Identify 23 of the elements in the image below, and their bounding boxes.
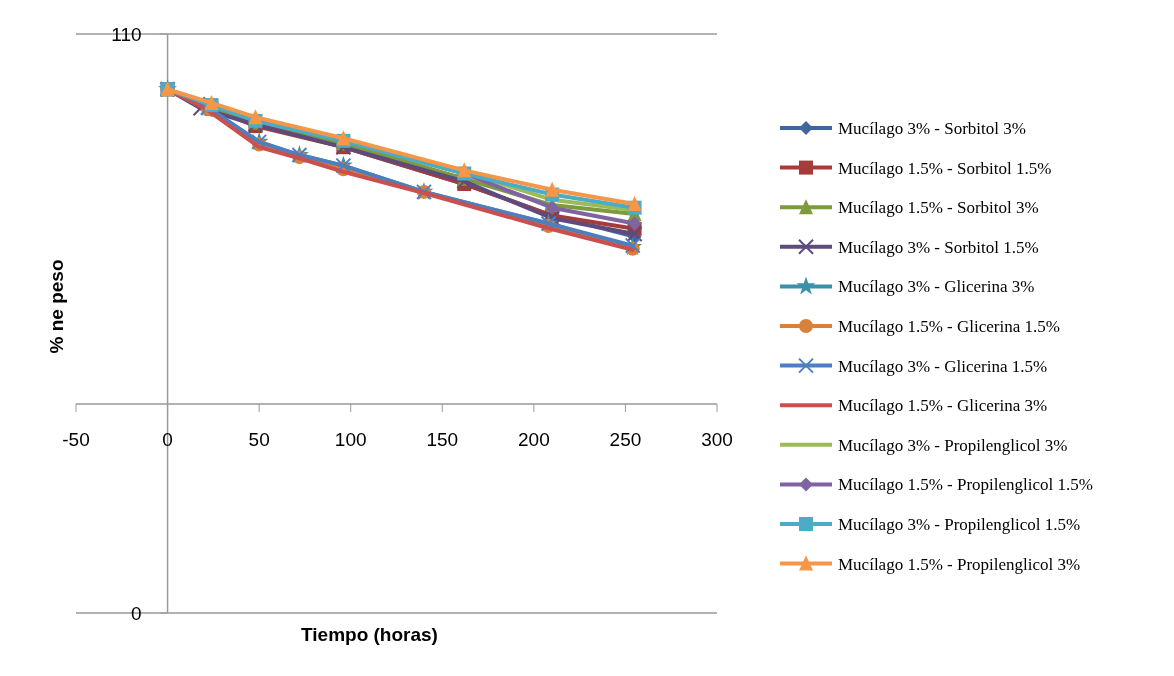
x-tick-label: 50 [248, 428, 270, 450]
legend-label: Mucílago 1.5% - Propilenglicol 3% [838, 554, 1081, 574]
legend-label: Mucílago 3% - Glicerina 3% [838, 277, 1035, 297]
legend-label: Mucílago 1.5% - Sorbitol 3% [838, 198, 1039, 218]
legend-label: Mucílago 1.5% - Glicerina 1.5% [838, 316, 1060, 336]
legend-label: Mucílago 1.5% - Propilenglicol 1.5% [838, 475, 1093, 495]
legend-label: Mucílago 3% - Propilenglicol 1.5% [838, 514, 1081, 534]
legend-label: Mucílago 3% - Glicerina 1.5% [838, 356, 1048, 376]
x-tick-label: 0 [162, 428, 173, 450]
x-tick-label: 150 [426, 428, 459, 450]
legend-label: Mucílago 3% - Sorbitol 1.5% [838, 237, 1039, 257]
x-tick-label: 250 [609, 428, 642, 450]
legend-label: Mucílago 3% - Propilenglicol 3% [838, 435, 1068, 455]
legend-label: Mucílago 3% - Sorbitol 3% [838, 118, 1026, 138]
x-tick-label: 200 [518, 428, 550, 450]
x-tick-label: 100 [334, 428, 367, 450]
x-tick-label: -50 [62, 428, 90, 450]
legend-label: Mucílago 1.5% - Sorbitol 1.5% [838, 158, 1052, 178]
y-axis-title: % ne peso [46, 259, 67, 354]
x-tick-label: 300 [701, 428, 733, 450]
x-axis-title: Tiempo (horas) [301, 624, 438, 645]
y-tick-label: 110 [111, 23, 142, 45]
legend-label: Mucílago 1.5% - Glicerina 3% [838, 396, 1048, 416]
